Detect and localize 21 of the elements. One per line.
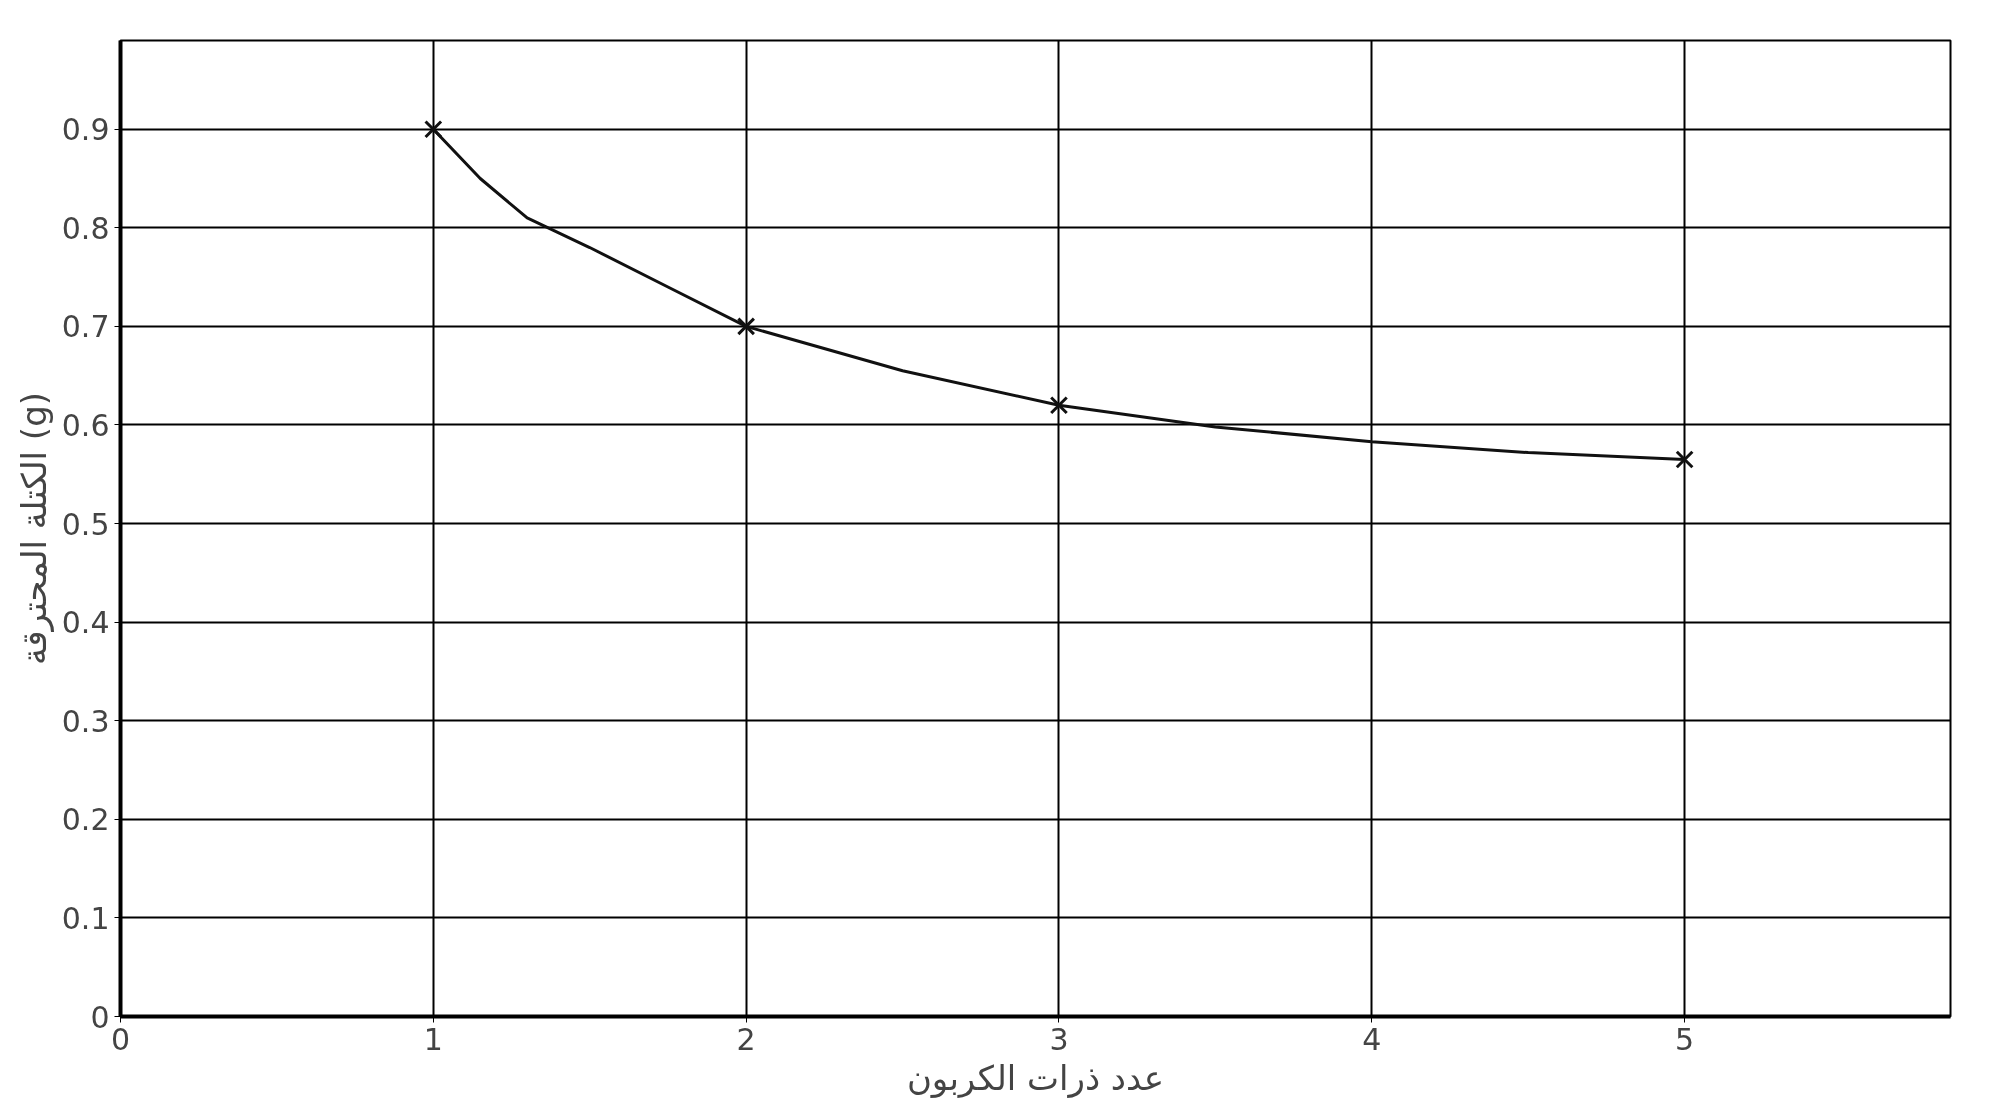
y-tick-label: 0.8 xyxy=(61,210,110,246)
x-tick-label: 5 xyxy=(1675,1021,1695,1057)
y-tick-label: 0.1 xyxy=(61,900,110,936)
x-tick-label: 2 xyxy=(736,1021,756,1057)
y-tick-label: 0.2 xyxy=(61,802,110,838)
x-tick-label: 1 xyxy=(423,1021,443,1057)
y-tick-label: 0.5 xyxy=(61,506,110,542)
y-tick-label: 0.3 xyxy=(61,703,110,739)
y-tick-label: 0.6 xyxy=(61,407,110,443)
point xyxy=(1675,450,1694,469)
y-axis-title: الكتلة المحترقة (g) xyxy=(13,392,55,665)
y-tick-label: 0.4 xyxy=(61,605,110,641)
y-tick-label: 0.9 xyxy=(61,112,110,148)
point xyxy=(424,119,443,139)
x-tick-label: 4 xyxy=(1362,1021,1382,1057)
point xyxy=(736,317,756,336)
y-tick-label: 0.7 xyxy=(61,309,110,345)
x-tick-label: 3 xyxy=(1049,1021,1069,1057)
y-tick-label: 0 xyxy=(90,999,110,1035)
x-axis-title: عدد ذرات الكربون xyxy=(906,1057,1165,1099)
point xyxy=(1049,395,1069,415)
